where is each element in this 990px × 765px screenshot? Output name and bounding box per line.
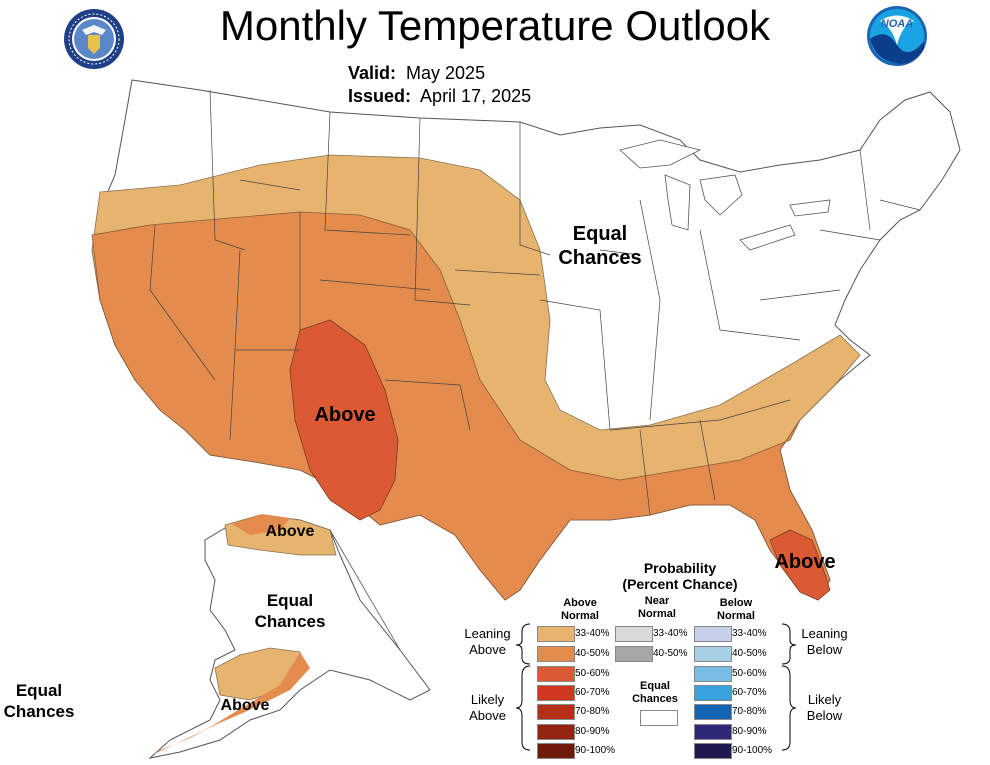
col-header-line: Near	[644, 595, 670, 607]
legend-swatch-below	[694, 724, 732, 740]
side-label-line: Likely	[807, 692, 842, 707]
alaska-north-above-label: Above	[265, 523, 315, 540]
legend-swatch-label: 90-100%	[575, 745, 616, 756]
alaska-landmass	[148, 514, 431, 759]
side-label-line: Leaning	[464, 626, 511, 641]
page-title: Monthly Temperature Outlook	[219, 2, 771, 49]
col-header-line: Below	[719, 597, 753, 609]
svg-text:NOAA: NOAA	[881, 18, 913, 30]
label-line: Equal	[572, 223, 628, 245]
alaska-north-above-dark	[232, 514, 290, 535]
col-header-line: Normal	[638, 608, 676, 620]
ec-label-line: Chances	[632, 693, 678, 705]
legend-title-line: (Percent Chance)	[622, 576, 738, 592]
side-label-line: Below	[806, 708, 843, 723]
legend-equal-chances-swatch	[640, 710, 678, 726]
legend-swatch-label: 50-60%	[575, 668, 610, 679]
legend-swatch-below	[694, 626, 732, 642]
legend-swatch-above	[537, 626, 575, 642]
legend-swatch-label: 40-50%	[732, 648, 767, 659]
side-label-line: Above	[469, 642, 506, 657]
legend-swatch-label: 60-70%	[732, 687, 767, 698]
legend-swatch-label: 70-80%	[575, 706, 610, 717]
legend-col-above: Above Normal	[548, 597, 612, 623]
legend-swatch-above	[537, 646, 575, 662]
legend-swatch-below	[694, 666, 732, 682]
legend-swatch-label: 40-50%	[653, 648, 688, 659]
legend-swatch-below	[694, 704, 732, 720]
col-header-line: Normal	[561, 610, 599, 622]
florida-above-region	[769, 529, 831, 601]
label-line: Chances	[254, 612, 326, 631]
legend-swatch-above	[537, 743, 575, 759]
side-label-line: Above	[469, 708, 506, 723]
alaska-equal-chances-label: Equal Chances	[240, 590, 340, 632]
label-line: Chances	[3, 702, 75, 721]
issued-label: Issued:	[348, 86, 412, 106]
legend-likely-above: Likely Above	[455, 692, 520, 724]
legend-col-below: Below Normal	[704, 597, 768, 623]
label-line: Chances	[558, 247, 642, 269]
above-40-50-region	[91, 211, 831, 601]
legend-swatch-label: 80-90%	[732, 726, 767, 737]
above-50-60-region	[289, 319, 399, 521]
legend-swatch-near	[615, 626, 653, 642]
label-line: Equal	[15, 681, 63, 700]
legend-equal-chances: Equal Chances	[625, 680, 685, 706]
legend-swatch-label: 90-100%	[732, 745, 773, 756]
alaska-south-above-dark	[150, 652, 310, 756]
side-label-line: Below	[806, 642, 843, 657]
legend-swatch-label: 33-40%	[653, 628, 688, 639]
validity-info: Valid: May 2025 Issued: April 17, 2025	[348, 62, 531, 108]
legend-swatch-above	[537, 666, 575, 682]
valid-value: May 2025	[406, 63, 486, 83]
col-header-line: Above	[563, 597, 597, 609]
legend-title-line: Probability	[643, 560, 717, 576]
florida-above-label: Above	[774, 551, 836, 573]
legend-swatch-label: 60-70%	[575, 687, 610, 698]
legend-swatch-above	[537, 704, 575, 720]
side-label-line: Leaning	[801, 626, 848, 641]
legend-swatch-above	[537, 685, 575, 701]
label-line: Equal	[266, 591, 314, 610]
commerce-seal-logo	[64, 9, 124, 69]
aleutian-equal-chances-label: Equal Chances	[0, 680, 78, 722]
legend-swatch-label: 50-60%	[732, 668, 767, 679]
side-label-line: Likely	[470, 692, 505, 707]
conus-above-label: Above	[314, 404, 376, 426]
legend-swatch-label: 70-80%	[732, 706, 767, 717]
legend-swatch-above	[537, 724, 575, 740]
valid-label: Valid:	[348, 63, 397, 83]
legend-swatch-below	[694, 743, 732, 759]
legend-swatch-below	[694, 646, 732, 662]
legend-swatch-label: 40-50%	[575, 648, 610, 659]
ec-label-line: Equal	[640, 680, 670, 692]
legend-leaning-above: Leaning Above	[455, 626, 520, 658]
alaska-south-above-label: Above	[220, 697, 270, 714]
legend-likely-below: Likely Below	[792, 692, 857, 724]
legend-leaning-below: Leaning Below	[792, 626, 857, 658]
legend-swatch-label: 33-40%	[732, 628, 767, 639]
conus-equal-chances-label: Equal Chances	[545, 222, 655, 270]
legend-swatch-label: 33-40%	[575, 628, 610, 639]
legend-swatch-label: 80-90%	[575, 726, 610, 737]
noaa-logo: NOAA	[867, 6, 927, 66]
legend-title: Probability (Percent Chance)	[560, 560, 800, 592]
legend-col-near: Near Normal	[625, 595, 689, 621]
legend-swatch-below	[694, 685, 732, 701]
col-header-line: Normal	[717, 610, 755, 622]
issued-value: April 17, 2025	[420, 86, 532, 106]
legend-swatch-near	[615, 646, 653, 662]
